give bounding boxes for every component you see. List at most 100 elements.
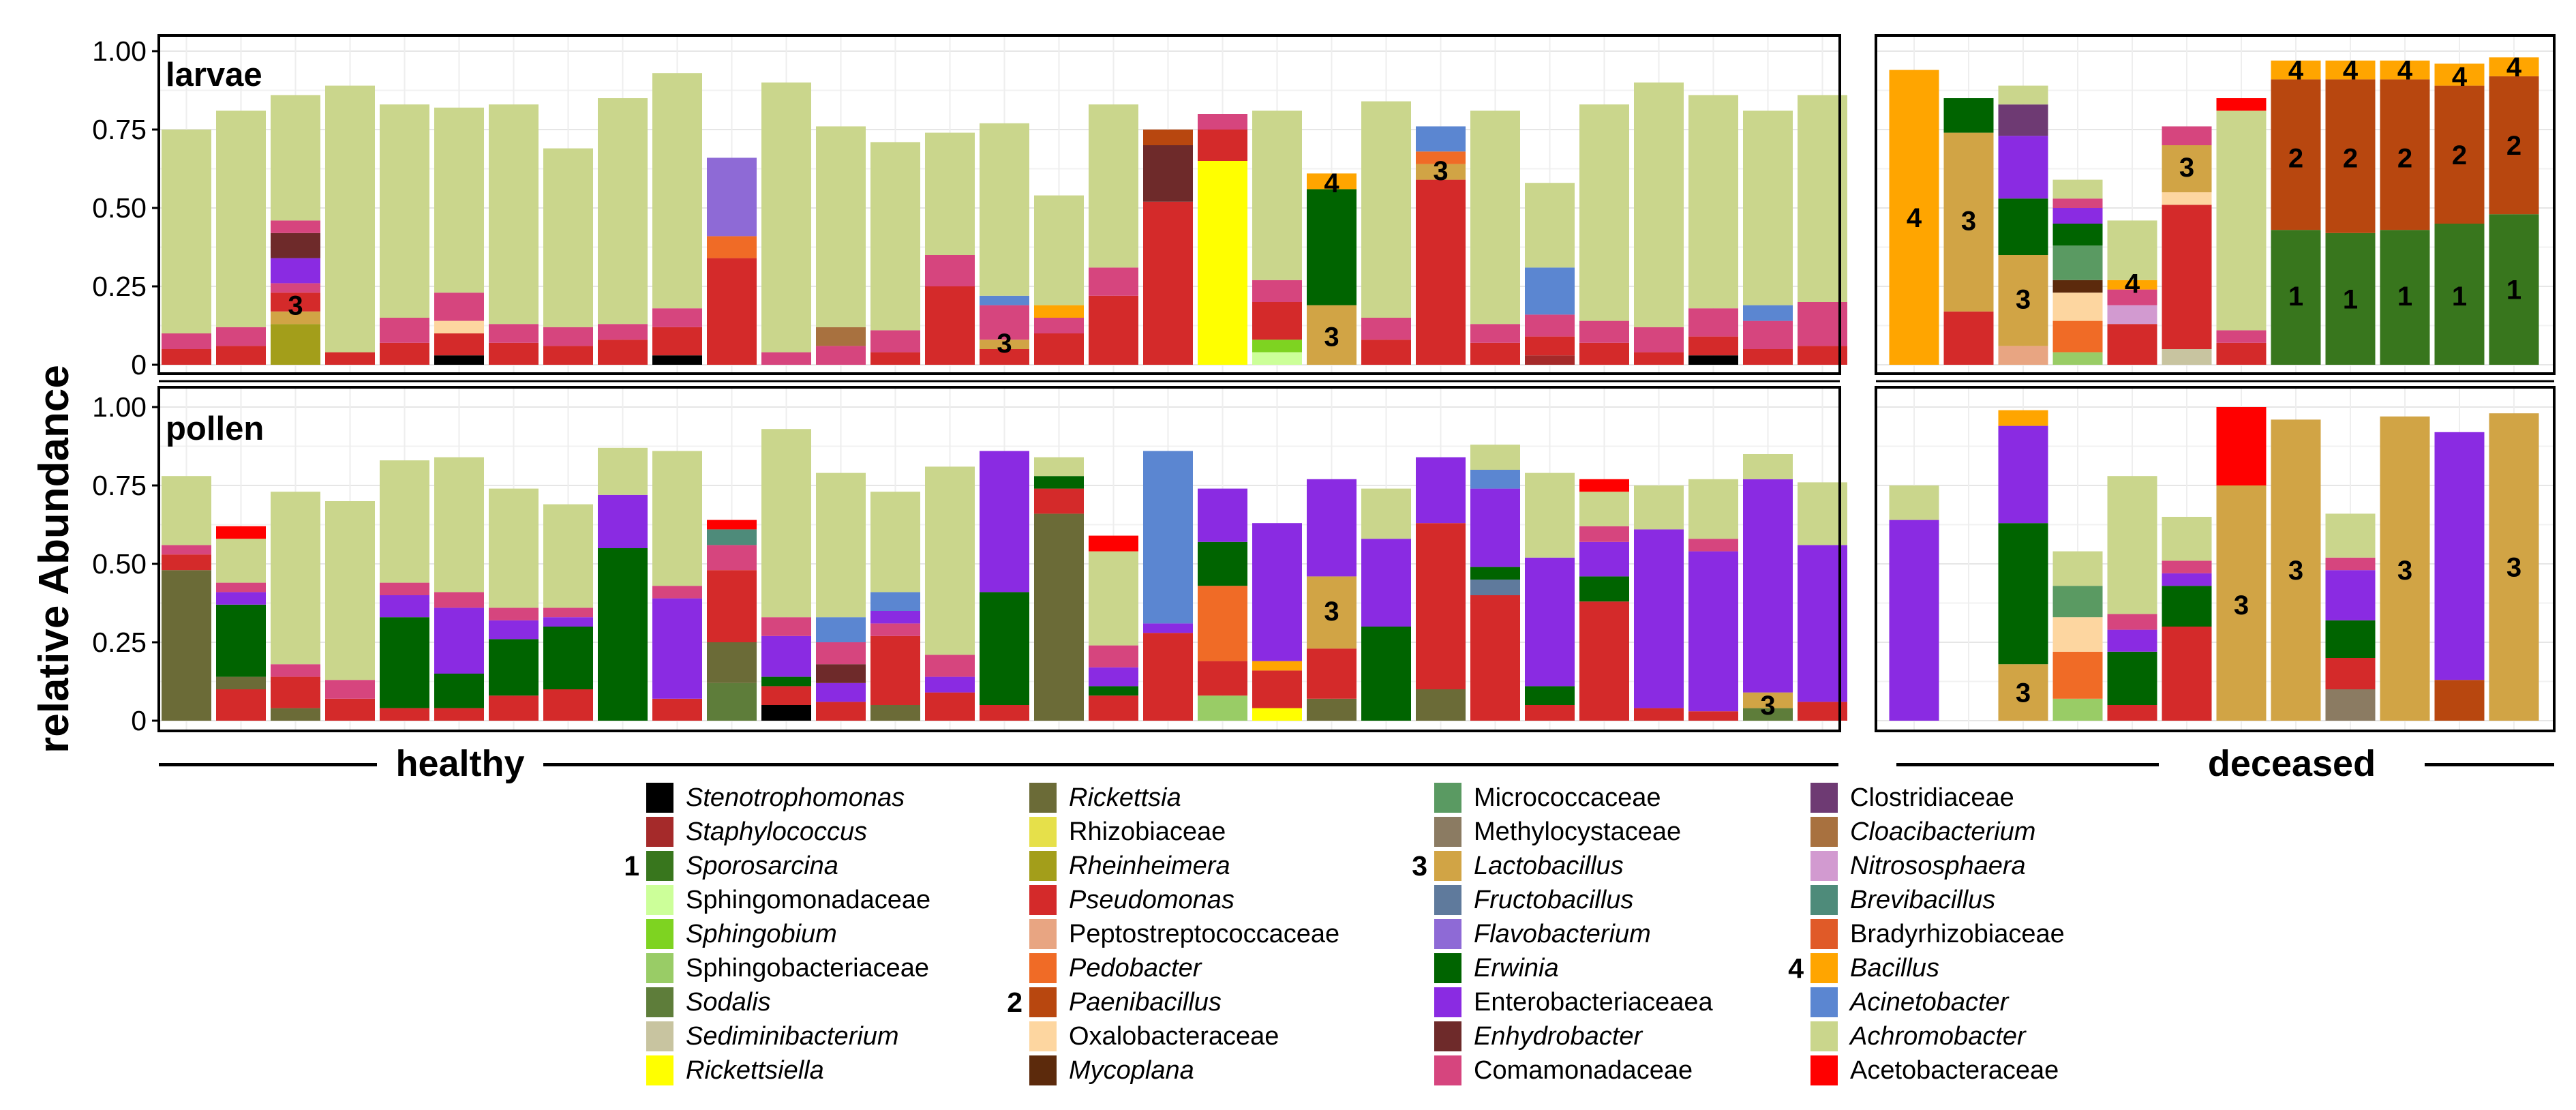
bar-segment xyxy=(2052,320,2103,352)
bar-segment xyxy=(1998,255,2048,346)
bar-segment xyxy=(2434,63,2485,86)
bar-segment xyxy=(271,708,320,721)
bar-label: 1 xyxy=(2343,284,2358,314)
bar-segment xyxy=(380,617,429,708)
legend-item: Nitrososphaera xyxy=(1810,849,2192,883)
bar-segment xyxy=(271,324,320,365)
bar-label: 3 xyxy=(2016,678,2031,708)
legend-item: Cloacibacterium xyxy=(1810,815,2192,849)
legend-item: Fructobacillus xyxy=(1434,883,1816,917)
bar-segment xyxy=(434,355,484,365)
legend-item-label: Rhizobiaceae xyxy=(1069,817,1226,846)
legend-item: 4 Bacillus xyxy=(1788,951,2192,985)
bar-segment xyxy=(2380,416,2430,721)
legend-item: Staphylococcus xyxy=(646,815,1028,849)
legend-item: Rheinheimera xyxy=(1029,849,1411,883)
bar-segment xyxy=(2216,485,2267,721)
y-tick-label: 0.50 xyxy=(92,548,147,580)
legend-item: Peptostreptococcaceae xyxy=(1029,917,1411,951)
bar-label: 4 xyxy=(2288,56,2304,86)
bar-segment xyxy=(2107,651,2157,705)
bar-label: 1 xyxy=(2452,282,2467,312)
legend-item-number: 3 xyxy=(1412,850,1427,882)
bar-segment xyxy=(2107,305,2157,325)
bar-segment xyxy=(1998,523,2048,665)
bar-segment xyxy=(2052,292,2103,321)
bar-label: 3 xyxy=(288,291,303,321)
bar-segment xyxy=(543,689,593,721)
bar-segment xyxy=(652,327,702,356)
legend-swatch xyxy=(646,953,673,983)
y-tick-label: 0.25 xyxy=(92,271,147,302)
bar-segment xyxy=(1688,539,1738,552)
bar-segment xyxy=(2107,280,2157,290)
bar-segment xyxy=(489,695,539,721)
bar-segment xyxy=(980,705,1029,721)
bar-segment xyxy=(1143,451,1193,624)
bar-segment xyxy=(598,548,648,721)
bar-segment xyxy=(543,608,593,618)
bar-segment xyxy=(1143,145,1193,202)
bar-segment xyxy=(543,627,593,689)
bar-segment xyxy=(1579,342,1629,365)
bar-segment xyxy=(162,545,211,555)
bar-segment xyxy=(489,342,539,365)
facet-title-pollen: pollen xyxy=(166,410,264,447)
bar-segment xyxy=(2162,205,2212,349)
bar-segment xyxy=(1416,523,1466,689)
bar-segment xyxy=(543,148,593,327)
bar-segment xyxy=(925,132,975,255)
bar-segment xyxy=(434,592,484,608)
legend-item: Flavobacterium xyxy=(1434,917,1816,951)
bar-segment xyxy=(2052,280,2103,293)
bar-segment xyxy=(1525,183,1575,268)
panel-frame xyxy=(1875,386,2556,732)
bar-segment xyxy=(162,333,211,349)
bar-segment xyxy=(162,349,211,365)
healthy-group-label: healthy xyxy=(395,743,525,784)
legend-column-4: Clostridiaceae Cloacibacterium Nitrosospha… xyxy=(1788,781,2192,1088)
bar-segment xyxy=(162,130,211,333)
bar-segment xyxy=(816,664,866,683)
legend-column-2: Rickettsia Rhizobiaceae Rheinheimera Pseudo… xyxy=(1007,781,1411,1088)
bar-segment xyxy=(1470,342,1520,365)
bar-segment xyxy=(271,664,320,677)
bar-segment xyxy=(2107,220,2157,280)
bar-segment xyxy=(543,346,593,365)
bar-label: 2 xyxy=(2343,143,2358,173)
legend-item-label: Stenotrophomonas xyxy=(686,783,905,812)
y-tick-label: 0.50 xyxy=(92,192,147,224)
bar-label: 3 xyxy=(2397,556,2412,586)
bar-segment xyxy=(2162,192,2212,205)
legend-item-label: Sphingomonadaceae xyxy=(686,886,931,914)
bar-segment xyxy=(1361,539,1411,627)
bar-segment xyxy=(2107,324,2157,365)
bar-segment xyxy=(1361,340,1411,365)
bar-segment xyxy=(1998,85,2048,105)
bar-segment xyxy=(325,698,375,721)
bar-segment xyxy=(707,258,757,365)
bar-segment xyxy=(598,98,648,325)
bar-segment xyxy=(1143,623,1193,633)
deceased-group-label: deceased xyxy=(2207,743,2376,784)
legend-item-label: Brevibacillus xyxy=(1850,886,1996,914)
bar-segment xyxy=(325,85,375,352)
bar-segment xyxy=(1688,95,1738,309)
bar-segment xyxy=(1252,708,1302,721)
bar-segment xyxy=(2052,698,2103,721)
bar-segment xyxy=(980,340,1029,349)
panel-frame xyxy=(157,386,1841,732)
y-axis-label: relative Abundance xyxy=(31,365,78,753)
bar-segment xyxy=(1361,488,1411,539)
bar-segment xyxy=(870,635,920,705)
bar-segment xyxy=(1688,308,1738,337)
bar-segment xyxy=(1089,104,1138,268)
bar-segment xyxy=(2216,407,2267,485)
legend-item-label: Sphingobium xyxy=(686,920,837,948)
facet-title-larvae: larvae xyxy=(166,57,262,93)
legend-item: Erwinia xyxy=(1434,951,1816,985)
legend-swatch xyxy=(1810,851,1838,881)
bar-segment xyxy=(1307,698,1357,721)
bar-segment xyxy=(1252,352,1302,365)
legend-swatch xyxy=(1810,885,1838,915)
